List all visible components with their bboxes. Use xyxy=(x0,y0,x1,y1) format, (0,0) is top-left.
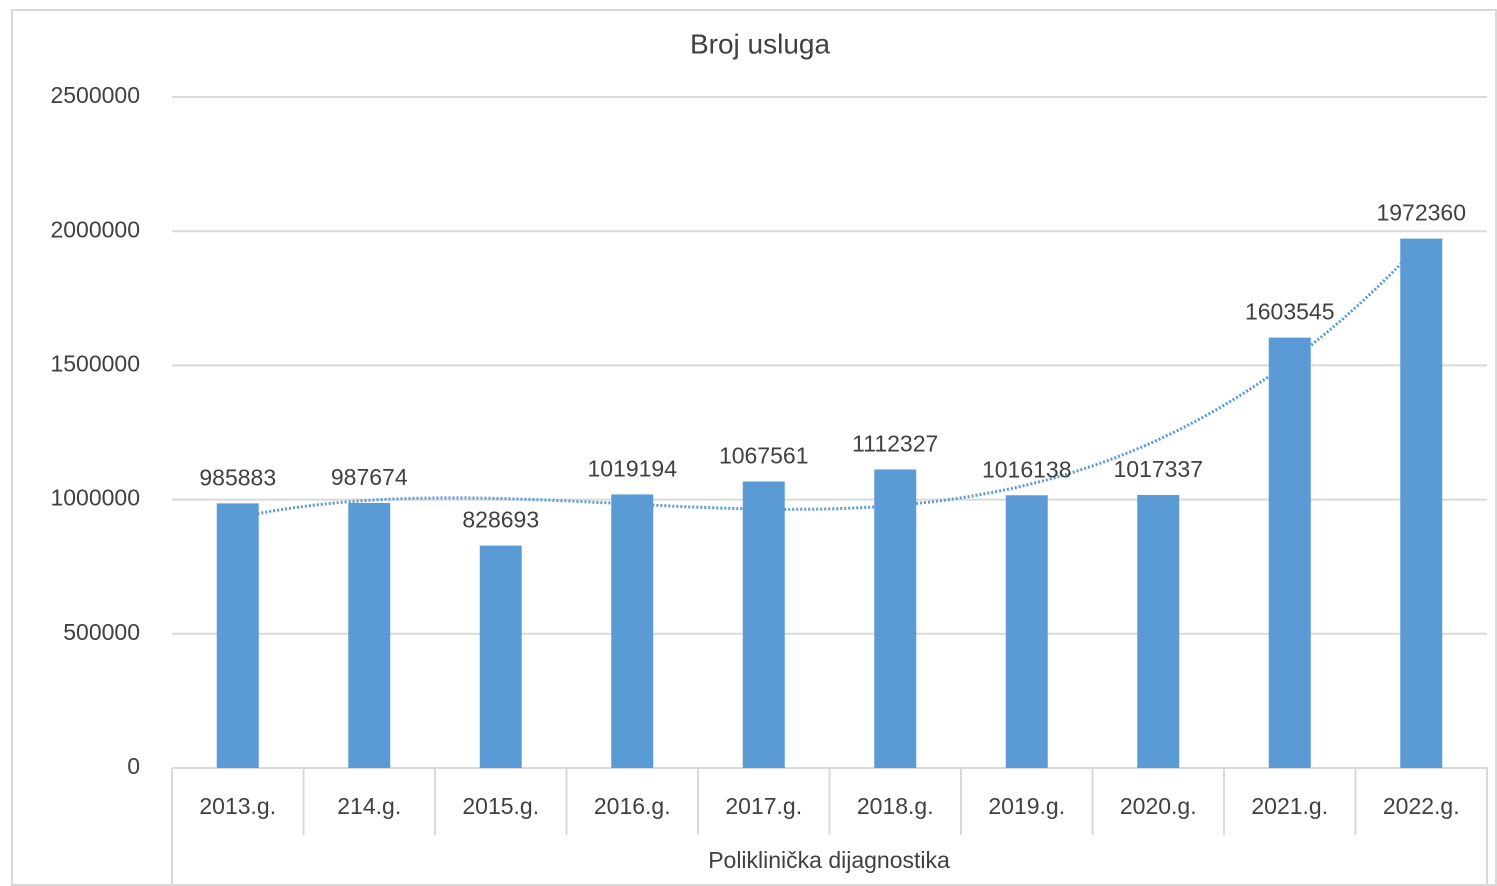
x-axis-title: Poliklinička dijagnostika xyxy=(708,847,950,873)
data-label: 1112327 xyxy=(852,431,938,457)
data-label: 1016138 xyxy=(982,456,1072,482)
y-tick-label: 1500000 xyxy=(50,350,140,376)
x-tick-label: 214.g. xyxy=(337,793,401,819)
x-tick-label: 2022.g. xyxy=(1383,793,1460,819)
bar xyxy=(611,494,654,768)
bar xyxy=(1268,337,1311,768)
y-tick-label: 0 xyxy=(127,753,140,779)
data-label: 987674 xyxy=(331,464,408,490)
bar xyxy=(1005,495,1048,768)
y-tick-label: 2500000 xyxy=(50,82,140,108)
x-tick-label: 2013.g. xyxy=(199,793,276,819)
data-label: 1067561 xyxy=(719,443,809,469)
data-label: 1972360 xyxy=(1376,200,1466,226)
y-tick-label: 2000000 xyxy=(50,216,140,242)
bar xyxy=(874,469,917,768)
x-tick-label: 2020.g. xyxy=(1120,793,1197,819)
data-label: 985883 xyxy=(199,464,276,490)
x-tick-label: 2016.g. xyxy=(594,793,671,819)
y-tick-label: 500000 xyxy=(63,619,140,645)
data-label: 1603545 xyxy=(1245,299,1335,325)
bar xyxy=(348,502,391,768)
trendline xyxy=(237,241,1423,520)
data-label: 1017337 xyxy=(1113,456,1203,482)
x-tick-label: 2017.g. xyxy=(725,793,802,819)
x-tick-label: 2021.g. xyxy=(1251,793,1328,819)
bar xyxy=(216,503,259,768)
bar xyxy=(479,545,522,768)
data-label: 828693 xyxy=(462,507,539,533)
bar xyxy=(1137,494,1180,768)
data-label: 1019194 xyxy=(587,456,677,482)
x-tick-label: 2018.g. xyxy=(857,793,934,819)
y-tick-label: 1000000 xyxy=(50,485,140,511)
bar xyxy=(1400,238,1443,768)
chart-title: Broj usluga xyxy=(690,28,831,59)
x-tick-label: 2015.g. xyxy=(462,793,539,819)
bar xyxy=(742,481,785,768)
x-tick-label: 2019.g. xyxy=(988,793,1065,819)
